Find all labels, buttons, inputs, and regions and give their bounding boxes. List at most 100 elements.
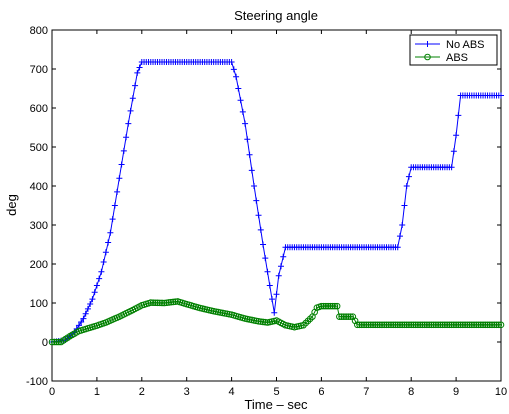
data-point bbox=[105, 239, 112, 246]
data-point bbox=[239, 108, 246, 115]
y-tick-label: 400 bbox=[30, 181, 48, 193]
y-tick-label: 0 bbox=[42, 337, 48, 349]
data-point bbox=[369, 321, 377, 329]
x-tick-label: 3 bbox=[184, 386, 190, 398]
data-point bbox=[253, 197, 260, 204]
data-point bbox=[374, 321, 381, 329]
y-tick-label: 300 bbox=[30, 220, 48, 232]
data-point bbox=[414, 321, 422, 329]
data-point bbox=[419, 321, 426, 329]
y-tick-label: -100 bbox=[26, 376, 48, 388]
data-point bbox=[107, 229, 114, 236]
x-tick-label: 9 bbox=[453, 386, 459, 398]
data-point bbox=[163, 299, 170, 307]
legend-label: ABS bbox=[446, 52, 468, 64]
data-point bbox=[488, 321, 496, 329]
data-point bbox=[401, 321, 408, 329]
data-point bbox=[394, 244, 401, 251]
data-point bbox=[333, 302, 341, 310]
data-point bbox=[132, 82, 139, 89]
data-point bbox=[50, 338, 58, 346]
data-point bbox=[125, 120, 132, 127]
data-point bbox=[412, 321, 419, 329]
data-point bbox=[237, 97, 244, 104]
data-point bbox=[235, 85, 242, 92]
legend-label: No ABS bbox=[446, 39, 485, 51]
data-point bbox=[259, 318, 267, 326]
data-point bbox=[468, 321, 476, 329]
y-tick-label: 700 bbox=[30, 64, 48, 76]
data-point bbox=[127, 107, 134, 114]
data-point bbox=[75, 322, 82, 329]
data-point bbox=[363, 321, 370, 329]
data-point bbox=[114, 188, 121, 195]
data-point bbox=[360, 321, 368, 329]
data-point bbox=[280, 253, 287, 260]
data-point bbox=[380, 321, 388, 329]
data-point bbox=[318, 302, 325, 310]
data-point bbox=[389, 321, 397, 329]
data-point bbox=[403, 321, 411, 329]
chart-title: Steering angle bbox=[234, 8, 318, 23]
data-point bbox=[322, 302, 330, 310]
data-point bbox=[84, 305, 91, 312]
x-tick-label: 0 bbox=[49, 386, 55, 398]
data-point bbox=[371, 321, 379, 329]
data-point bbox=[464, 321, 471, 329]
data-point bbox=[461, 321, 469, 329]
data-point bbox=[228, 58, 235, 65]
x-tick-label: 6 bbox=[318, 386, 324, 398]
data-point bbox=[147, 299, 155, 306]
data-point bbox=[434, 321, 442, 329]
data-point bbox=[151, 299, 159, 307]
y-tick-label: 800 bbox=[30, 25, 48, 37]
data-point bbox=[48, 338, 56, 346]
data-point bbox=[405, 321, 413, 329]
data-point bbox=[264, 268, 271, 275]
legend-marker bbox=[424, 53, 431, 61]
data-point bbox=[342, 313, 350, 320]
data-point bbox=[498, 92, 504, 99]
data-point bbox=[109, 216, 116, 223]
data-point bbox=[365, 321, 372, 329]
data-point bbox=[473, 321, 480, 329]
data-point bbox=[248, 167, 255, 174]
x-axis-label: Time – sec bbox=[244, 397, 308, 412]
data-point bbox=[255, 212, 262, 219]
data-point bbox=[82, 310, 89, 317]
data-point bbox=[394, 321, 402, 329]
data-point bbox=[230, 66, 237, 73]
data-point bbox=[327, 302, 334, 310]
data-point bbox=[481, 321, 489, 329]
data-point bbox=[89, 296, 96, 303]
data-point bbox=[448, 321, 455, 329]
data-point bbox=[329, 302, 336, 310]
data-point bbox=[421, 321, 428, 329]
data-point bbox=[251, 183, 258, 189]
y-tick-label: 100 bbox=[30, 298, 48, 310]
data-point bbox=[260, 241, 267, 248]
data-point bbox=[423, 321, 431, 329]
data-point bbox=[120, 147, 127, 154]
data-point bbox=[345, 313, 352, 320]
data-point bbox=[432, 321, 440, 329]
data-point bbox=[246, 151, 253, 158]
data-point bbox=[96, 275, 103, 282]
data-point bbox=[385, 321, 393, 329]
data-point bbox=[403, 183, 410, 189]
data-point bbox=[448, 164, 455, 171]
data-point bbox=[160, 299, 168, 307]
data-point bbox=[336, 313, 343, 320]
data-point bbox=[320, 302, 327, 310]
series-no-abs bbox=[49, 58, 504, 345]
x-tick-label: 7 bbox=[363, 386, 369, 398]
data-point bbox=[495, 321, 503, 329]
data-point bbox=[466, 321, 473, 329]
data-point bbox=[475, 321, 482, 329]
data-point bbox=[455, 112, 462, 119]
data-point bbox=[111, 202, 118, 209]
data-point bbox=[269, 296, 276, 303]
data-point bbox=[324, 302, 332, 310]
legend-box bbox=[409, 34, 498, 66]
